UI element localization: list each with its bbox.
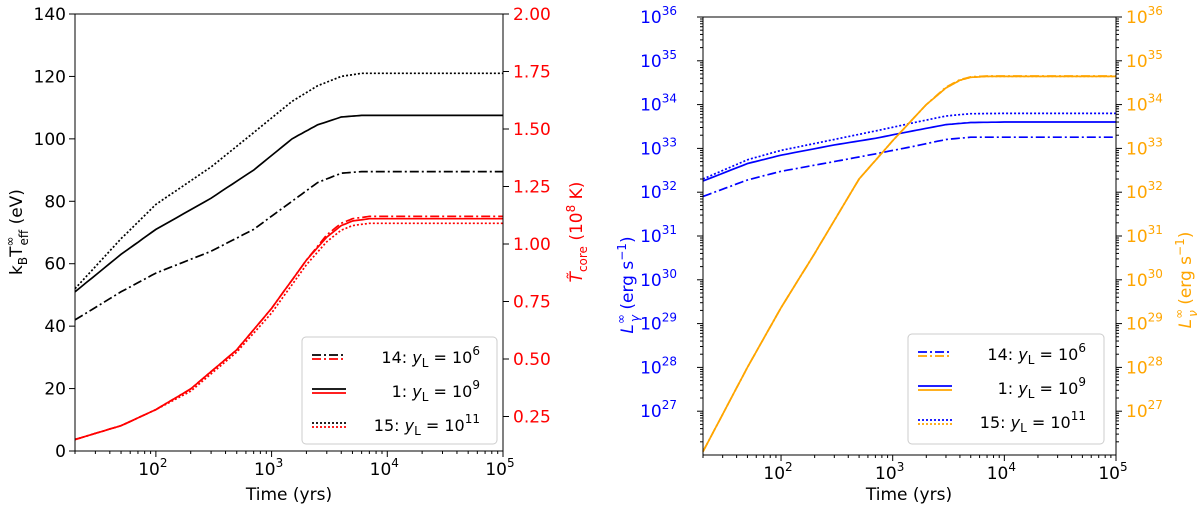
right-chart-x-axis-label: Time (yrs) bbox=[865, 485, 952, 505]
right-chart-right-y-axis-label: L∞ν (erg s−1) bbox=[1172, 232, 1200, 329]
right-chart-right-y-tick-label: 1028 bbox=[1126, 354, 1163, 378]
left-chart-left-y-tick-label: 80 bbox=[44, 192, 66, 212]
right-chart-left-y-tick-label: 1031 bbox=[640, 223, 677, 247]
left-chart-left-y-axis-label: kBT∞eff (eV) bbox=[3, 189, 31, 275]
right-chart-left-y-tick-label: 1036 bbox=[640, 4, 677, 28]
left-chart-series-line-left-model-14 bbox=[74, 170, 503, 321]
left-chart-x-tick-label: 102 bbox=[138, 456, 167, 480]
left-chart-left-y-tick-label: 20 bbox=[44, 380, 66, 400]
left-chart-left-y-tick-label: 0 bbox=[55, 442, 66, 462]
left-chart-right-y-tick-label: 1.25 bbox=[513, 178, 551, 198]
left-chart: 102 103 104 105 0 20 40 60 80 100 120 140 0.25 0.50 0.… bbox=[3, 5, 590, 505]
left-chart-x-axis-label: Time (yrs) bbox=[245, 485, 332, 505]
left-chart-right-y-tick-label: 0.25 bbox=[513, 408, 551, 428]
left-chart-series-line-left-model-15 bbox=[74, 72, 503, 290]
right-chart-left-y-tick-label: 1035 bbox=[640, 48, 677, 72]
right-chart-series-line-left-model-14 bbox=[702, 136, 1116, 198]
right-chart-legend-label: 15: yL = 1011 bbox=[980, 409, 1086, 435]
right-chart-series-layer bbox=[702, 75, 1116, 452]
left-chart-right-y-tick-label: 1.00 bbox=[513, 235, 551, 255]
left-chart-legend-label: 15: yL = 1011 bbox=[374, 412, 480, 438]
left-chart-left-y-tick-label: 100 bbox=[34, 130, 66, 150]
right-chart-left-y-tick-label: 1033 bbox=[640, 135, 677, 159]
right-chart-legend: 14: yL = 106 1: yL = 109 15: yL = 1011 bbox=[907, 333, 1105, 445]
left-chart-x-tick-label: 103 bbox=[254, 456, 283, 480]
left-chart-x-tick-label: 104 bbox=[370, 456, 399, 480]
right-chart-left-y-tick-label: 1028 bbox=[640, 354, 677, 378]
left-chart-right-y-tick-label: 2.00 bbox=[513, 5, 551, 25]
left-chart-series-line-right-model-15 bbox=[74, 222, 503, 441]
left-chart-series-line-right-model-1 bbox=[74, 217, 503, 441]
right-chart-right-y-tick-label: 1034 bbox=[1126, 92, 1163, 116]
left-chart-series-line-left-model-1 bbox=[74, 114, 503, 293]
right-chart-x-tick-label: 103 bbox=[875, 460, 904, 484]
left-chart-ticks: 102 103 104 105 0 20 40 60 80 100 120 140 0.25 0.50 0.… bbox=[34, 5, 551, 480]
left-chart-right-y-axis-label: T̃core (108 K) bbox=[564, 182, 590, 283]
left-chart-x-tick-label: 105 bbox=[485, 456, 514, 480]
right-chart-legend-label: 14: yL = 106 bbox=[987, 341, 1086, 367]
left-chart-plot-frame bbox=[74, 13, 504, 452]
right-chart-series-line-left-model-15 bbox=[702, 112, 1116, 180]
left-chart-right-y-tick-label: 0.50 bbox=[513, 350, 551, 370]
right-chart-left-y-tick-label: 1027 bbox=[640, 398, 677, 422]
right-chart-right-y-tick-label: 1036 bbox=[1126, 4, 1163, 28]
left-chart-left-y-tick-label: 140 bbox=[34, 5, 66, 25]
left-chart-right-y-tick-label: 1.75 bbox=[513, 63, 551, 83]
right-chart-legend-label: 1: yL = 109 bbox=[998, 375, 1086, 401]
right-chart-left-y-tick-label: 1029 bbox=[640, 311, 677, 335]
left-chart-right-y-tick-label: 0.75 bbox=[513, 293, 551, 313]
left-chart-series-layer bbox=[74, 72, 503, 441]
right-chart-left-y-tick-label: 1034 bbox=[640, 92, 677, 116]
left-chart-left-y-tick-label: 60 bbox=[44, 255, 66, 275]
right-chart-series-line-right-model-1 bbox=[702, 75, 1116, 452]
left-chart-left-y-tick-label: 120 bbox=[34, 67, 66, 87]
right-chart-left-y-tick-label: 1030 bbox=[640, 267, 677, 291]
left-chart-right-y-tick-label: 1.50 bbox=[513, 120, 551, 140]
right-chart-right-y-tick-label: 1033 bbox=[1126, 135, 1163, 159]
right-chart-left-y-axis-label: L∞γ (erg s−1) bbox=[614, 236, 642, 333]
right-chart-right-y-tick-label: 1029 bbox=[1126, 311, 1163, 335]
right-chart: 102 103 104 105 1027 1028 1029 1030 1031 1032 1033… bbox=[614, 4, 1200, 505]
right-chart-left-y-tick-label: 1032 bbox=[640, 179, 677, 203]
left-chart-legend-label: 14: yL = 106 bbox=[381, 344, 480, 370]
right-chart-right-y-tick-label: 1031 bbox=[1126, 223, 1163, 247]
right-chart-x-tick-label: 102 bbox=[763, 460, 792, 484]
right-chart-right-y-tick-label: 1035 bbox=[1126, 48, 1163, 72]
left-chart-legend-label: 1: yL = 109 bbox=[392, 378, 480, 404]
right-chart-right-y-tick-label: 1027 bbox=[1126, 398, 1163, 422]
left-chart-left-y-tick-label: 40 bbox=[44, 317, 66, 337]
left-chart-legend-box bbox=[301, 336, 498, 445]
right-chart-series-line-left-model-1 bbox=[702, 121, 1116, 182]
right-chart-legend-box bbox=[907, 333, 1105, 445]
right-chart-right-y-tick-label: 1030 bbox=[1126, 267, 1163, 291]
left-chart-legend: 14: yL = 106 1: yL = 109 15: yL = 1011 bbox=[301, 336, 498, 445]
right-chart-x-tick-label: 104 bbox=[987, 460, 1016, 484]
right-chart-right-y-tick-label: 1032 bbox=[1126, 179, 1163, 203]
right-chart-x-tick-label: 105 bbox=[1098, 460, 1127, 484]
